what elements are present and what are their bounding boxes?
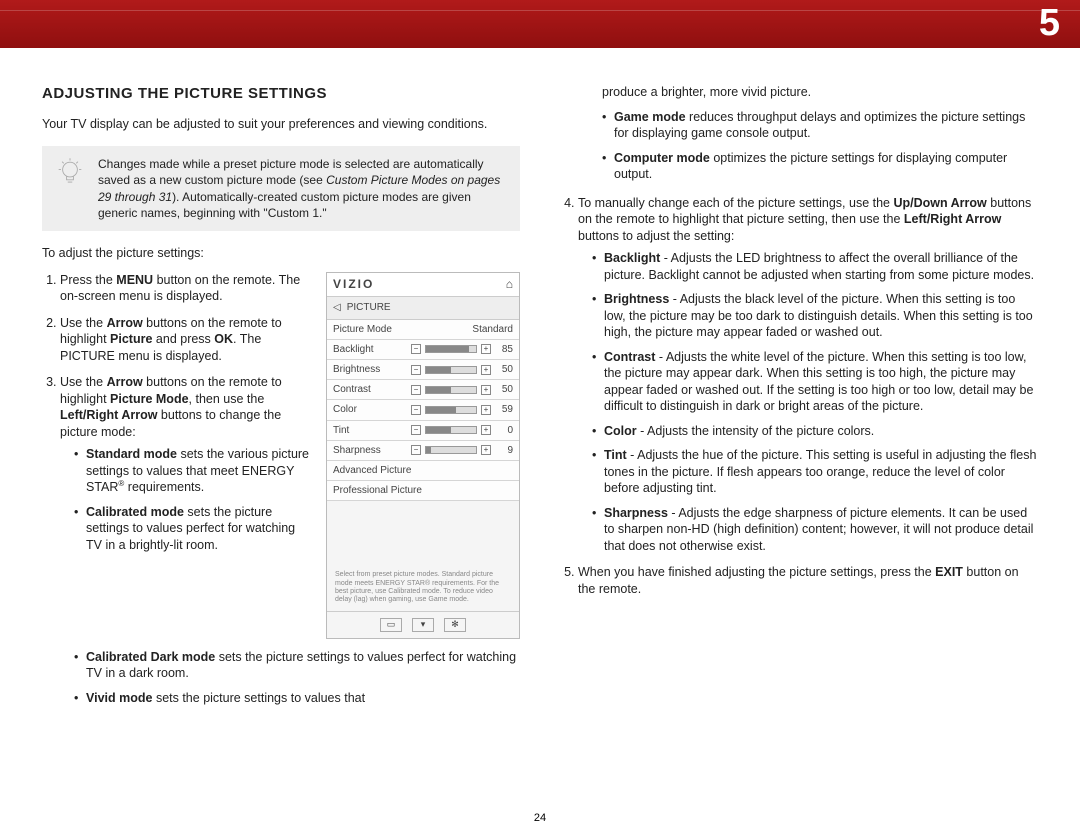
setting-sharpness: Sharpness - Adjusts the edge sharpness o… xyxy=(592,505,1038,555)
setting-brightness: Brightness - Adjusts the black level of … xyxy=(592,291,1038,341)
step-5: When you have finished adjusting the pic… xyxy=(578,564,1038,597)
mode-standard: Standard mode sets the various picture s… xyxy=(74,446,314,496)
steps-list: Press the MENU button on the remote. The… xyxy=(42,272,314,554)
setting-backlight: Backlight - Adjusts the LED brightness t… xyxy=(592,250,1038,283)
menu-section-title: PICTURE xyxy=(347,301,391,314)
menu-row-professional: Professional Picture xyxy=(327,481,519,501)
vizio-logo: VIZIO xyxy=(333,277,374,293)
intro-text: Your TV display can be adjusted to suit … xyxy=(42,116,520,133)
mode-calibrated-dark: Calibrated Dark mode sets the picture se… xyxy=(74,649,520,682)
page-number: 24 xyxy=(0,812,1080,824)
mode-computer: Computer mode optimizes the picture sett… xyxy=(602,150,1038,183)
lightbulb-icon xyxy=(56,156,86,221)
menu-row-tint: Tint−+0 xyxy=(327,421,519,441)
step-4: To manually change each of the picture s… xyxy=(578,195,1038,555)
menu-row-backlight: Backlight−+85 xyxy=(327,340,519,360)
menu-row-sharpness: Sharpness−+9 xyxy=(327,441,519,461)
chapter-number: 5 xyxy=(1039,2,1060,45)
tip-callout: Changes made while a preset picture mode… xyxy=(42,146,520,231)
setting-color: Color - Adjusts the intensity of the pic… xyxy=(592,423,1038,440)
menu-footer-icons: ▭ ▾ ✻ xyxy=(327,611,519,638)
section-heading: ADJUSTING THE PICTURE SETTINGS xyxy=(42,84,520,104)
tip-text: Changes made while a preset picture mode… xyxy=(98,156,506,221)
to-adjust-label: To adjust the picture settings: xyxy=(42,245,520,262)
tv-menu-screenshot: VIZIO ⌂ ◁ PICTURE Picture ModeStandard B… xyxy=(326,272,520,639)
right-modes-list: Game mode reduces throughput delays and … xyxy=(560,109,1038,183)
right-column: produce a brighter, more vivid picture. … xyxy=(560,84,1038,714)
modes-list: Standard mode sets the various picture s… xyxy=(60,446,314,553)
left-column: ADJUSTING THE PICTURE SETTINGS Your TV d… xyxy=(42,84,520,714)
step-2: Use the Arrow buttons on the remote to h… xyxy=(60,315,314,365)
settings-list: Backlight - Adjusts the LED brightness t… xyxy=(578,250,1038,554)
menu-row-picture-mode: Picture ModeStandard xyxy=(327,320,519,340)
mode-game: Game mode reduces throughput delays and … xyxy=(602,109,1038,142)
menu-row-contrast: Contrast−+50 xyxy=(327,380,519,400)
setting-tint: Tint - Adjusts the hue of the picture. T… xyxy=(592,447,1038,497)
vivid-continuation: produce a brighter, more vivid picture. xyxy=(560,84,1038,101)
menu-row-color: Color−+59 xyxy=(327,400,519,420)
wide-icon: ▭ xyxy=(380,618,402,632)
mode-vivid: Vivid mode sets the picture settings to … xyxy=(74,690,520,707)
gear-icon: ✻ xyxy=(444,618,466,632)
back-icon: ◁ xyxy=(333,301,341,314)
setting-contrast: Contrast - Adjusts the white level of th… xyxy=(592,349,1038,415)
menu-row-advanced: Advanced Picture xyxy=(327,461,519,481)
header-bar: 5 xyxy=(0,0,1080,48)
steps-list-continued: To manually change each of the picture s… xyxy=(560,195,1038,598)
step-3: Use the Arrow buttons on the remote to h… xyxy=(60,374,314,553)
home-icon: ⌂ xyxy=(506,277,513,293)
menu-row-brightness: Brightness−+50 xyxy=(327,360,519,380)
modes-list-continued: Calibrated Dark mode sets the picture se… xyxy=(42,649,520,707)
menu-footer-text: Select from preset picture modes. Standa… xyxy=(327,501,519,611)
step-1: Press the MENU button on the remote. The… xyxy=(60,272,314,305)
mode-calibrated: Calibrated mode sets the picture setting… xyxy=(74,504,314,554)
chevron-down-icon: ▾ xyxy=(412,618,434,632)
page-content: ADJUSTING THE PICTURE SETTINGS Your TV d… xyxy=(0,48,1080,724)
